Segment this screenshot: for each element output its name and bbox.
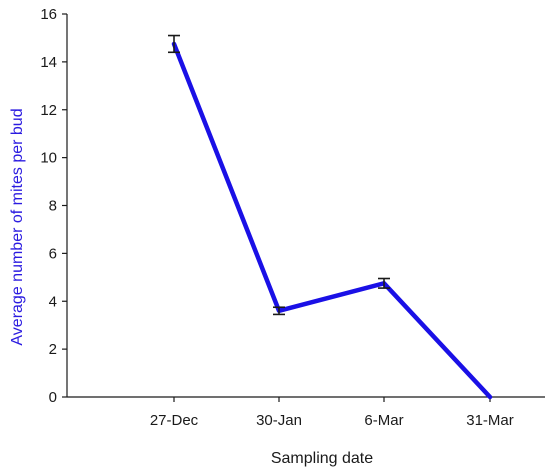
y-tick-label: 14	[40, 54, 57, 71]
y-axis: 0 2 4 6 8 10 12 14 16	[40, 6, 68, 406]
y-tick-label: 10	[40, 150, 57, 167]
x-tick-label: 6-Mar	[364, 412, 403, 429]
series-line	[171, 41, 493, 400]
y-tick-label: 12	[40, 102, 57, 119]
x-tick-label: 30-Jan	[256, 412, 302, 429]
y-tick-label: 8	[49, 198, 57, 215]
y-tick-label: 2	[49, 341, 57, 358]
series-line-group	[168, 34, 493, 400]
error-bar	[273, 306, 285, 316]
y-tick-label: 0	[49, 389, 57, 406]
y-tick-label: 16	[40, 6, 57, 23]
y-tick-label: 6	[49, 245, 57, 262]
x-tick-label: 27-Dec	[150, 412, 199, 429]
y-axis-title: Average number of mites per bud	[9, 108, 26, 345]
y-tick-label: 4	[49, 293, 57, 310]
x-axis: 27-Dec 30-Jan 6-Mar 31-Mar	[67, 396, 545, 429]
error-bar	[168, 34, 180, 54]
error-bar	[378, 277, 390, 289]
x-tick-label: 31-Mar	[466, 412, 514, 429]
x-axis-title: Sampling date	[271, 450, 373, 467]
